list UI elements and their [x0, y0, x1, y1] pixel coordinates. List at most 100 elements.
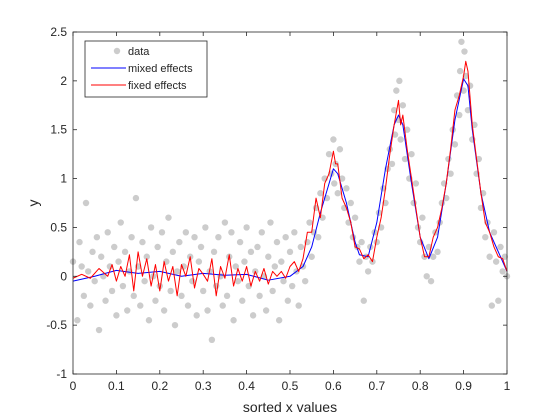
- x-tick-label: 0.9: [455, 379, 472, 393]
- data-point: [306, 219, 313, 226]
- data-point: [143, 253, 150, 260]
- data-point: [152, 297, 159, 304]
- data-point: [282, 234, 289, 241]
- data-point: [275, 317, 283, 324]
- data-point: [195, 258, 203, 265]
- data-point: [267, 219, 274, 226]
- data-point: [258, 229, 265, 236]
- data-point: [278, 258, 285, 265]
- data-point: [482, 234, 489, 241]
- data-point: [315, 234, 322, 241]
- data-point: [154, 243, 161, 251]
- data-point: [191, 234, 198, 241]
- x-tick-label: 1: [504, 379, 511, 393]
- x-tick-label: 0: [70, 379, 77, 393]
- data-point: [456, 111, 463, 119]
- data-point: [115, 258, 122, 265]
- data-point: [393, 87, 400, 94]
- data-point: [113, 312, 120, 319]
- data-point: [87, 302, 94, 309]
- data-point: [430, 253, 437, 260]
- data-point: [347, 199, 354, 207]
- data-point: [197, 243, 205, 251]
- legend-label-data: data: [128, 46, 150, 58]
- y-tick-label: 2.5: [50, 25, 67, 39]
- data-point: [397, 136, 404, 143]
- data-point: [273, 238, 281, 246]
- data-point: [167, 287, 174, 295]
- data-point: [396, 77, 403, 85]
- data-point: [234, 277, 242, 285]
- data-point: [202, 224, 209, 231]
- data-point: [338, 175, 346, 182]
- data-point: [427, 277, 435, 285]
- data-point: [271, 263, 279, 270]
- data-point: [443, 194, 450, 202]
- data-point: [98, 253, 105, 260]
- data-point: [215, 234, 222, 241]
- data-point: [89, 248, 96, 256]
- data-point: [280, 277, 287, 285]
- legend: data mixed effects fixed effects: [84, 40, 208, 98]
- data-point: [184, 302, 192, 309]
- data-point: [219, 302, 226, 309]
- data-point: [364, 268, 372, 275]
- data-point: [239, 297, 246, 304]
- data-point: [230, 317, 237, 324]
- data-point: [284, 297, 292, 304]
- data-point: [461, 48, 468, 55]
- axes-layer: 0 0.1 0.2 0.3 0.4 0.5 0.6 0.7 0.8 0.9 1 -1 -0.5 0 0.5 1…: [46, 25, 510, 393]
- data-layer: [69, 38, 511, 343]
- data-point: [265, 253, 272, 260]
- data-point: [295, 302, 302, 309]
- data-point: [145, 317, 153, 324]
- data-point: [241, 258, 248, 265]
- data-point: [256, 292, 263, 300]
- data-point: [156, 282, 163, 290]
- y-tick-label: 1: [60, 172, 67, 186]
- data-point: [291, 229, 298, 236]
- data-point: [434, 248, 441, 256]
- mixed-effects-line: [72, 78, 508, 282]
- data-point: [117, 219, 124, 226]
- legend-label-mixed-effects: mixed effects: [128, 63, 193, 75]
- data-point: [297, 243, 305, 251]
- data-point: [232, 263, 239, 270]
- data-point: [308, 253, 315, 260]
- data-point: [223, 292, 231, 300]
- data-point: [490, 229, 498, 236]
- data-point: [330, 136, 337, 143]
- data-point: [447, 170, 454, 177]
- data-point: [82, 199, 90, 207]
- data-point: [74, 317, 81, 324]
- data-point: [173, 268, 181, 275]
- data-point: [401, 155, 409, 163]
- data-point: [139, 238, 146, 246]
- y-tick-label: 1.5: [50, 123, 67, 137]
- data-point: [356, 258, 363, 265]
- data-point: [399, 102, 407, 109]
- y-axis-label: y: [25, 200, 41, 207]
- data-point: [128, 234, 135, 241]
- data-point: [243, 224, 250, 231]
- y-tick-label: 0: [60, 269, 67, 283]
- data-point: [390, 106, 398, 114]
- data-point: [84, 268, 92, 275]
- data-point: [189, 277, 196, 285]
- data-point: [182, 229, 190, 236]
- data-point: [178, 292, 185, 300]
- data-point: [147, 224, 155, 231]
- data-point: [414, 224, 422, 231]
- data-point: [317, 190, 324, 197]
- data-point: [419, 214, 426, 221]
- data-point: [492, 258, 500, 265]
- data-point: [137, 302, 144, 309]
- data-point: [331, 180, 338, 187]
- data-point: [132, 194, 140, 202]
- y-tick-label: -1: [56, 367, 67, 381]
- data-point: [171, 321, 179, 329]
- data-point: [286, 248, 294, 256]
- x-tick-label: 0.6: [325, 379, 342, 393]
